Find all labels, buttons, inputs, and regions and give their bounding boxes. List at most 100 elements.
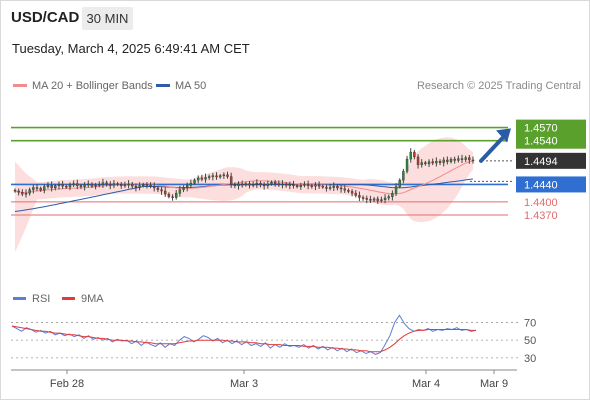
candle-body xyxy=(83,184,86,187)
rsi-tick-label-30: 30 xyxy=(524,353,536,365)
candle-body xyxy=(218,175,222,178)
legend-item-ma50: MA 50 xyxy=(156,80,206,92)
candle-body xyxy=(43,186,46,191)
candle-body xyxy=(116,183,119,185)
candle-body xyxy=(336,185,339,189)
timeframe-badge[interactable]: 30 MIN xyxy=(82,7,133,30)
chart-datetime: Tuesday, March 4, 2025 6:49:41 AM CET xyxy=(12,41,250,56)
candle-body xyxy=(354,192,357,196)
candle-body xyxy=(175,192,178,198)
candle-body xyxy=(156,187,160,190)
candle-body xyxy=(427,161,431,165)
candle-body xyxy=(35,187,39,189)
candle-body xyxy=(321,185,324,188)
rsi-ma-line xyxy=(11,325,476,353)
candle-body xyxy=(24,192,28,195)
x-axis-label-mar-9: Mar 9 xyxy=(480,378,508,390)
candle-body xyxy=(449,158,453,162)
candle-body xyxy=(442,159,445,163)
legend-label: RSI xyxy=(32,293,51,305)
candle-body xyxy=(142,184,145,186)
ma20-swatch xyxy=(13,83,27,87)
price-level-tag-1.4540 xyxy=(516,132,586,149)
candle-body xyxy=(207,176,211,178)
candle-body xyxy=(317,184,321,187)
candle-body xyxy=(251,184,255,186)
candle-body xyxy=(90,183,94,187)
candle-body xyxy=(328,187,332,189)
candle-body xyxy=(153,185,156,189)
candle-body xyxy=(460,158,464,160)
legend-item-9ma: 9MA xyxy=(62,293,104,305)
candle-body xyxy=(101,182,105,185)
ma20-line xyxy=(14,160,474,195)
9ma-swatch xyxy=(62,296,75,300)
candle-body xyxy=(409,151,412,160)
candle-body xyxy=(365,198,368,200)
legend-label: MA 20 + Bollinger Bands xyxy=(32,80,153,92)
candle-body xyxy=(182,187,185,190)
candle-body xyxy=(244,183,248,186)
price-level-tag-1.4440 xyxy=(516,176,586,193)
candle-body xyxy=(277,183,281,186)
candle-body xyxy=(453,158,456,161)
candle-body xyxy=(138,185,141,188)
candle-body xyxy=(46,185,50,187)
candle-body xyxy=(57,184,61,186)
candle-body xyxy=(350,191,354,194)
legend-item-rsi: RSI xyxy=(13,293,50,305)
candle-body xyxy=(87,183,90,186)
candle-body xyxy=(32,187,35,190)
candle-body xyxy=(358,195,361,198)
candle-body xyxy=(72,183,75,186)
candle-body xyxy=(160,189,163,192)
candle-body xyxy=(413,151,416,158)
candle-body xyxy=(226,174,229,177)
candle-body xyxy=(398,179,401,187)
candle-body xyxy=(303,184,306,186)
candle-body xyxy=(394,186,398,194)
candle-body xyxy=(54,185,57,189)
price-level-label-1.4540: 1.4540 xyxy=(524,136,558,148)
candle-body xyxy=(314,184,317,187)
candle-body xyxy=(248,183,251,186)
candle-body xyxy=(39,188,42,191)
x-axis-label-mar-3: Mar 3 xyxy=(230,378,258,390)
candle-body xyxy=(361,197,365,199)
candle-body xyxy=(383,197,387,200)
candle-body xyxy=(402,171,405,181)
x-axis-label-feb-28: Feb 28 xyxy=(50,378,84,390)
candle-body xyxy=(196,177,200,181)
candle-body xyxy=(189,182,193,186)
ma50-swatch xyxy=(156,83,170,87)
candle-body xyxy=(200,177,204,180)
candle-body xyxy=(112,183,116,186)
candle-body xyxy=(387,196,390,199)
candle-body xyxy=(343,188,346,191)
candle-body xyxy=(105,182,108,185)
chart-header: USD/CAD 30 MIN xyxy=(0,0,590,36)
candle-body xyxy=(405,158,409,172)
legend-label: 9MA xyxy=(81,293,104,305)
price-level-label-1.4570: 1.4570 xyxy=(524,123,558,135)
candle-body xyxy=(435,161,438,164)
candle-body xyxy=(237,183,240,186)
candle-body xyxy=(332,185,335,188)
candle-body xyxy=(424,162,427,165)
candle-body xyxy=(233,184,237,186)
copyright-text: Research © 2025 Trading Central xyxy=(416,80,581,92)
candle-body xyxy=(295,185,299,187)
candle-body xyxy=(68,184,72,188)
candle-body xyxy=(457,158,460,161)
candle-body xyxy=(255,182,259,185)
candle-body xyxy=(50,185,53,189)
candle-body xyxy=(120,184,123,186)
candle-body xyxy=(416,156,420,165)
candle-body xyxy=(299,185,303,187)
candle-body xyxy=(171,196,174,198)
candle-body xyxy=(17,190,20,193)
candle-body xyxy=(167,193,171,197)
candle-body xyxy=(420,162,423,165)
candle-body xyxy=(292,184,295,186)
